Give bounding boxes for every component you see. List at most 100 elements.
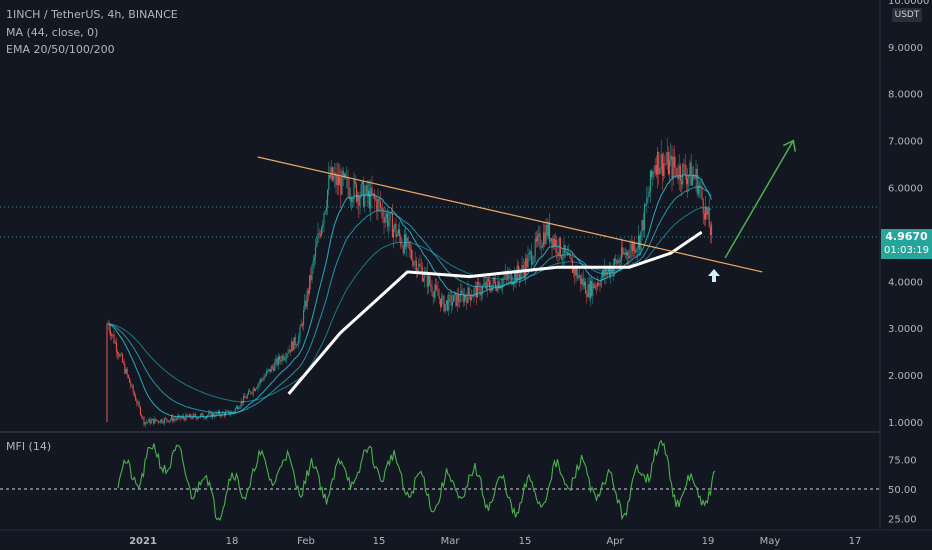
x-tick-label: 15 (519, 536, 532, 547)
candle-body (567, 252, 569, 256)
mfi-indicator-label[interactable]: MFI (14) (6, 440, 52, 453)
candle-body (568, 252, 570, 256)
candle-body (292, 341, 294, 351)
candle-body (699, 185, 701, 188)
x-tick-label: Feb (297, 536, 315, 547)
candle-body (594, 285, 596, 289)
candle-body (635, 250, 637, 253)
mfi-tick-label: 75.00 (888, 456, 917, 467)
candle-body (645, 204, 647, 206)
candle-body (160, 419, 162, 423)
candle-body (153, 419, 155, 424)
candle-body (468, 287, 470, 295)
candle-body (185, 414, 187, 421)
candle-body (553, 238, 555, 247)
candle-body (372, 193, 374, 195)
candle-body (335, 172, 337, 186)
candle-body (486, 279, 488, 289)
candle-body (195, 414, 197, 417)
candle-body (145, 422, 147, 423)
candle-body (634, 243, 636, 253)
y-tick-label: 6.0000 (888, 184, 923, 195)
candle-body (201, 413, 203, 415)
candle-body (197, 417, 199, 419)
candle-body (439, 298, 441, 307)
price-axis[interactable] (880, 0, 932, 550)
candle-body (328, 174, 330, 191)
candle-body (234, 408, 236, 412)
descending-trendline[interactable] (257, 156, 763, 273)
candle-body (604, 268, 606, 277)
candle-body (269, 368, 271, 373)
candle-body (118, 354, 120, 357)
candle-body (665, 163, 667, 165)
candle-body (180, 417, 182, 419)
candle-body (137, 402, 139, 404)
candle-body (253, 388, 255, 391)
ema-indicator-label[interactable]: EMA 20/50/100/200 (6, 43, 115, 56)
candle-body (369, 190, 371, 209)
mfi-line (117, 439, 716, 521)
currency-badge[interactable]: USDT (892, 8, 922, 22)
up-arrow-marker-icon[interactable] (708, 269, 720, 282)
candle-body (657, 151, 659, 175)
y-tick-label: 7.0000 (888, 137, 923, 148)
candle-body (304, 300, 306, 311)
candle-body (268, 368, 270, 371)
candle-body (216, 412, 218, 414)
projection-arrow-line (724, 140, 794, 259)
candle-body (424, 271, 426, 279)
candle-body (448, 294, 450, 311)
candle-body (691, 175, 693, 186)
candle-body (138, 402, 140, 408)
candle-body (121, 354, 123, 363)
candle-body (355, 183, 357, 202)
candle-body (151, 419, 153, 421)
candle-body (503, 277, 505, 280)
candle-body (389, 212, 391, 222)
candle-body (193, 414, 195, 416)
candle-body (418, 263, 420, 270)
candle-body (696, 168, 698, 194)
candle-countdown: 01:03:19 (884, 245, 929, 256)
candle-body (239, 406, 241, 408)
candle-body (423, 278, 425, 282)
candle-body (492, 277, 494, 285)
candle-body (690, 162, 692, 186)
candle-body (701, 186, 703, 200)
candle-body (529, 251, 531, 253)
candle-body (263, 377, 265, 381)
y-tick-label: 3.0000 (888, 324, 923, 335)
candle-body (280, 360, 282, 362)
projection-arrow[interactable] (724, 139, 797, 259)
candle-body (456, 294, 458, 306)
candle-body (540, 247, 542, 249)
candle-body (697, 185, 699, 194)
candle-body (147, 421, 149, 423)
candle-body (574, 267, 576, 276)
candle-body (565, 252, 567, 254)
candle-body (654, 165, 656, 173)
candle-body (297, 344, 299, 346)
candle-body (664, 163, 666, 165)
candle-body (388, 221, 390, 227)
candle-body (600, 277, 602, 286)
candle-body (240, 401, 242, 407)
candle-body (150, 420, 152, 424)
candle-body (353, 179, 355, 200)
candle-body (250, 391, 252, 394)
candle-body (438, 296, 440, 299)
ma-indicator-label[interactable]: MA (44, close, 0) (6, 26, 99, 39)
candle-body (298, 337, 300, 345)
candle-body (255, 388, 257, 391)
candle-body (402, 246, 404, 253)
candle-body (213, 413, 215, 416)
candle-body (579, 275, 581, 277)
candle-body (703, 213, 705, 220)
candle-body (165, 418, 167, 420)
candle-body (593, 283, 595, 289)
candle-body (436, 285, 438, 290)
candle-body (502, 279, 504, 286)
candle-body (702, 199, 704, 214)
